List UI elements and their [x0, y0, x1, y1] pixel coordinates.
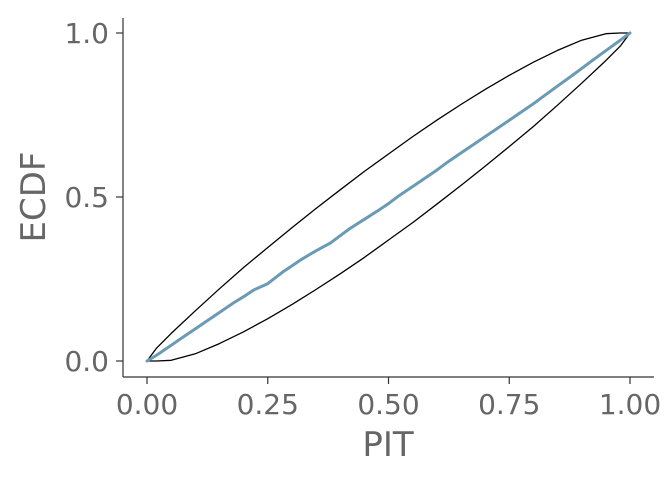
y-axis-title: ECDF: [14, 152, 54, 243]
y-tick-label: 1.0: [64, 17, 109, 50]
x-tick-label: 0.50: [357, 388, 419, 421]
x-tick-label: 0.75: [478, 388, 540, 421]
plot-area: [145, 31, 632, 363]
x-tick-label: 0.25: [237, 388, 299, 421]
envelope-upper-line: [146, 32, 631, 362]
y-tick-label: 0.5: [64, 181, 109, 214]
y-tick-label: 0.0: [64, 345, 109, 378]
envelope-lower-line: [146, 32, 631, 362]
x-tick-label: 1.00: [599, 388, 661, 421]
x-tick-label: 0.00: [116, 388, 178, 421]
x-axis-title: PIT: [362, 425, 414, 465]
axis-ticks: 0.00 0.25 0.50 0.75 1.00 0.0 0.5 1.0: [64, 17, 661, 421]
ecdf-line: [145, 31, 632, 363]
